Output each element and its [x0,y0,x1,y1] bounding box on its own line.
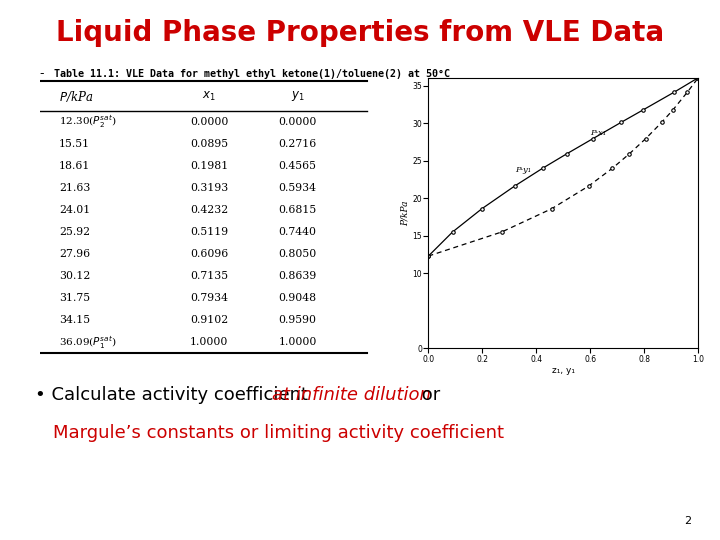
Text: $x_1$: $x_1$ [202,90,216,103]
Text: 0.4232: 0.4232 [190,205,228,215]
Y-axis label: P/kPa: P/kPa [400,200,410,226]
Text: 0.1981: 0.1981 [190,161,228,171]
Text: 27.96: 27.96 [59,249,90,259]
Text: 18.61: 18.61 [59,161,90,171]
Text: 0.9590: 0.9590 [279,315,317,326]
Text: 15.51: 15.51 [59,139,90,149]
Text: 0.0000: 0.0000 [279,117,317,127]
Text: P-x₁: P-x₁ [53,424,87,442]
Text: or: or [416,386,441,404]
Text: 0.7135: 0.7135 [190,271,228,281]
Text: 1.0000: 1.0000 [279,338,317,347]
Text: 0.5934: 0.5934 [279,183,317,193]
Text: 0.7934: 0.7934 [190,293,228,303]
Text: 0.3193: 0.3193 [190,183,228,193]
Text: $P$/kPa: $P$/kPa [59,89,93,104]
Text: 24.01: 24.01 [59,205,90,215]
Text: 1.0000: 1.0000 [190,338,228,347]
Text: at infinite dilution: at infinite dilution [272,386,431,404]
Text: 30.12: 30.12 [59,271,90,281]
Text: 0.8639: 0.8639 [279,271,317,281]
Text: 2: 2 [684,516,691,526]
Text: 34.15: 34.15 [59,315,90,326]
Text: 36.09($P_1^{sat}$): 36.09($P_1^{sat}$) [59,334,117,351]
Text: 0.6815: 0.6815 [279,205,317,215]
Text: Liquid Phase Properties from VLE Data: Liquid Phase Properties from VLE Data [56,19,664,47]
Text: 0.8050: 0.8050 [279,249,317,259]
Text: • Calculate activity coefficient: • Calculate activity coefficient [35,386,313,404]
Text: 12.30($P_2^{sat}$): 12.30($P_2^{sat}$) [59,113,117,131]
Text: 0.0000: 0.0000 [190,117,228,127]
Text: 0.0895: 0.0895 [190,139,228,149]
Text: 0.2716: 0.2716 [279,139,317,149]
X-axis label: z₁, y₁: z₁, y₁ [552,366,575,375]
Text: Table 11.1: VLE Data for methyl ethyl ketone(1)/toluene(2) at 50°C: Table 11.1: VLE Data for methyl ethyl ke… [54,69,450,79]
Text: P-y₁: P-y₁ [515,166,531,174]
Text: P-x₁: P-x₁ [590,129,606,137]
Text: 0.9102: 0.9102 [190,315,228,326]
Text: 0.4565: 0.4565 [279,161,317,171]
Text: 25.92: 25.92 [59,227,90,237]
Text: 21.63: 21.63 [59,183,90,193]
Text: 0.7440: 0.7440 [279,227,317,237]
Text: $y_1$: $y_1$ [291,89,305,103]
Text: 0.6096: 0.6096 [190,249,228,259]
Text: 0.5119: 0.5119 [190,227,228,237]
Text: 31.75: 31.75 [59,293,90,303]
Text: 0.9048: 0.9048 [279,293,317,303]
Text: -: - [40,68,44,80]
Text: Margule’s constants or limiting activity coefficient: Margule’s constants or limiting activity… [53,424,503,442]
